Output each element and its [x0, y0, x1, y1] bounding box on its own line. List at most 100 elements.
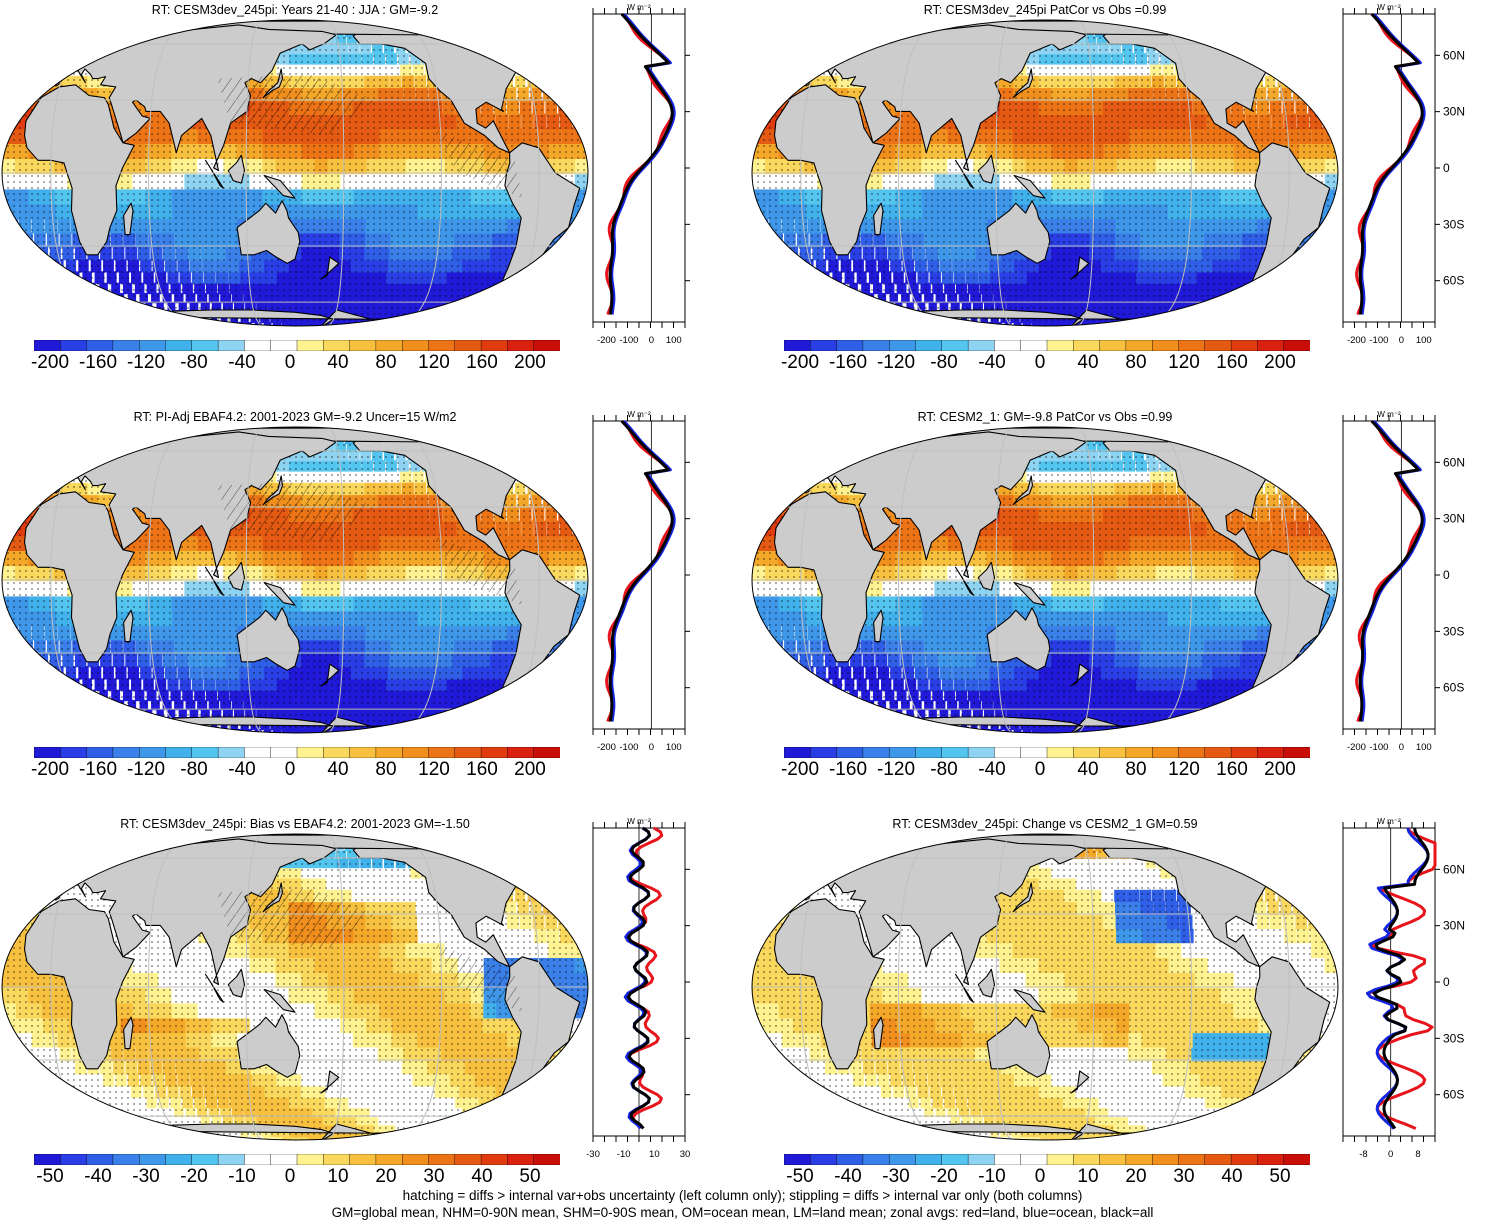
field-cell — [370, 326, 408, 328]
field-cell — [1202, 20, 1210, 25]
field-cell — [1321, 100, 1332, 115]
field-cell — [398, 20, 400, 25]
field-cell — [122, 20, 149, 25]
profile-lat-label: 30S — [1443, 217, 1464, 231]
field-cell — [434, 729, 460, 734]
field-cell — [165, 425, 208, 429]
colorbar-swatch — [402, 340, 429, 351]
field-cell — [1148, 729, 1170, 734]
field-cell — [398, 322, 420, 327]
field-cell — [9, 639, 20, 654]
field-cell — [470, 427, 480, 432]
field-cell — [1270, 700, 1290, 710]
field-cell — [71, 443, 92, 452]
field-cell — [832, 700, 839, 710]
field-cell — [881, 310, 885, 318]
field-cell — [772, 678, 780, 691]
field-cell — [350, 18, 363, 22]
field-cell — [350, 425, 363, 429]
field-cell — [406, 431, 410, 438]
colorbar-swatch — [166, 340, 193, 351]
field-cell — [344, 425, 355, 429]
field-cell — [398, 729, 420, 734]
field-cell — [324, 733, 345, 735]
field-cell — [152, 20, 176, 25]
field-cell — [402, 326, 453, 328]
field-cell — [1184, 322, 1210, 327]
field-cell — [861, 326, 906, 328]
field-cell — [402, 425, 435, 429]
field-cell — [89, 431, 113, 438]
field-cell — [1133, 326, 1176, 328]
field-cell — [461, 322, 490, 327]
field-cell — [862, 29, 882, 37]
field-cell — [161, 427, 184, 432]
field-cell — [52, 44, 72, 54]
field-cell — [791, 63, 809, 76]
field-cell — [881, 717, 885, 725]
field-cell — [156, 425, 202, 429]
field-cell — [112, 729, 122, 734]
field-cell — [821, 36, 842, 45]
field-cell — [435, 326, 498, 328]
field-cell — [1281, 293, 1301, 303]
field-cell — [174, 431, 193, 438]
field-cell — [1247, 700, 1266, 710]
field-cell — [1159, 326, 1212, 328]
profile-lat-label: 30N — [1443, 105, 1465, 119]
field-cell — [1157, 322, 1180, 327]
colorbar-swatch — [1284, 340, 1310, 351]
field-cell — [131, 724, 133, 731]
field-cell — [969, 729, 972, 734]
field-cell — [778, 283, 785, 295]
field-cell — [52, 283, 60, 295]
colorbar-swatch — [534, 340, 560, 351]
field-cell — [960, 18, 991, 22]
field-cell — [1188, 310, 1207, 318]
field-cell — [102, 729, 113, 734]
field-cell — [72, 427, 103, 432]
panel-title: RT: CESM3dev_245pi: Years 21-40 : JJA : … — [0, 3, 590, 17]
field-cell — [434, 322, 460, 327]
colorbar-swatch — [534, 747, 560, 758]
field-cell — [1159, 724, 1179, 731]
field-cell — [422, 18, 462, 22]
field-cell — [902, 724, 904, 731]
field-cell — [12, 653, 23, 667]
field-cell — [526, 44, 532, 54]
field-cell — [52, 451, 72, 461]
field-cell — [458, 724, 481, 731]
field-cell — [497, 443, 502, 452]
field-cell — [526, 451, 532, 461]
field-cell — [924, 326, 952, 328]
field-cell — [807, 717, 809, 725]
field-cell — [396, 733, 444, 735]
field-cell — [121, 431, 143, 438]
field-cell — [501, 310, 524, 318]
field-cell — [520, 271, 538, 284]
field-cell — [853, 326, 900, 328]
field-cell — [861, 18, 919, 22]
field-cell — [850, 24, 874, 31]
field-cell — [1288, 690, 1307, 702]
field-cell — [832, 293, 839, 303]
field-cell — [46, 460, 65, 472]
field-cell — [101, 302, 106, 311]
field-cell — [183, 733, 208, 735]
field-cell — [41, 470, 59, 483]
field-cell — [1074, 733, 1095, 735]
field-cell — [902, 322, 908, 327]
field-cell — [840, 302, 845, 311]
field-cell — [888, 733, 925, 735]
field-cell — [844, 18, 907, 22]
field-cell — [839, 24, 863, 31]
field-cell — [561, 470, 569, 483]
panel-title: RT: CESM2_1: GM=-9.8 PatCor vs Obs =0.99 — [750, 410, 1340, 424]
field-cell — [759, 639, 770, 654]
field-cell — [219, 425, 248, 429]
field-cell — [969, 322, 972, 327]
field-cell — [536, 666, 554, 679]
field-cell — [511, 709, 532, 718]
profile-series-line — [610, 421, 672, 722]
field-cell — [1113, 733, 1149, 735]
